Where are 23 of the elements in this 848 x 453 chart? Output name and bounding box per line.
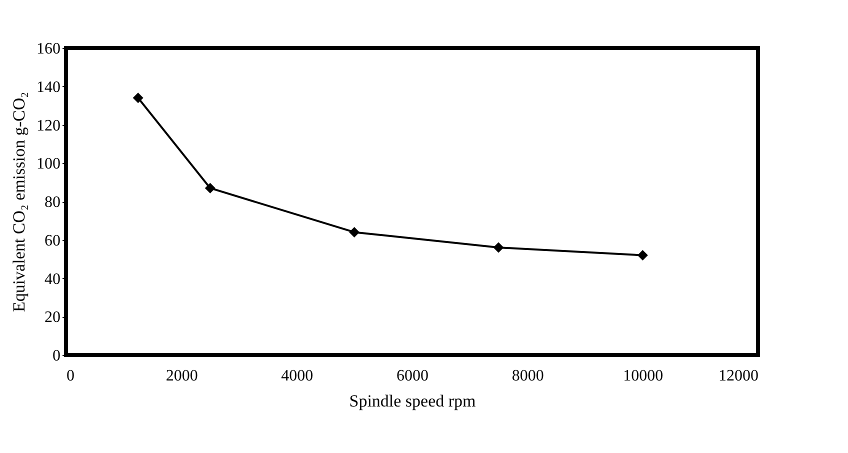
y-tick-label: 60: [44, 232, 60, 250]
y-tick-label: 140: [36, 78, 60, 96]
x-tick-label: 8000: [512, 368, 544, 384]
point: [493, 242, 504, 253]
y-tick-label: 100: [36, 156, 60, 173]
x-tick-label: 6000: [396, 368, 428, 384]
y-tick-label: 80: [44, 194, 60, 211]
y-tick-label: 0: [52, 348, 60, 364]
point: [637, 250, 648, 260]
x-tick-label: 4000: [281, 368, 314, 384]
x-tick-label: 2000: [166, 368, 198, 384]
point: [349, 226, 360, 238]
x-tick-label: 0: [66, 368, 74, 384]
y-tick-label: 20: [44, 309, 60, 326]
y-tick-label: 120: [36, 117, 60, 134]
point: [132, 92, 144, 104]
x-tick-label: 10000: [623, 368, 664, 384]
x-axis-title: Spindle speed rpm: [349, 392, 476, 410]
point: [204, 182, 216, 194]
y-axis-title: Equivalent CO₂ emission g-CO₂: [10, 92, 28, 312]
y-tick-label: 160: [36, 40, 60, 58]
y-tick-label: 40: [44, 270, 60, 288]
x-tick-label: 12000: [718, 368, 758, 384]
